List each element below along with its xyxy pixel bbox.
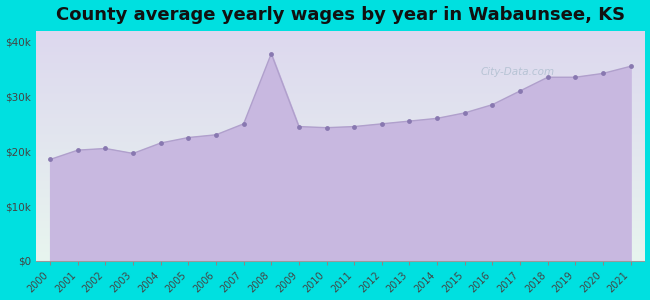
Title: County average yearly wages by year in Wabaunsee, KS: County average yearly wages by year in W… bbox=[56, 6, 625, 24]
Text: City-Data.com: City-Data.com bbox=[480, 67, 554, 77]
